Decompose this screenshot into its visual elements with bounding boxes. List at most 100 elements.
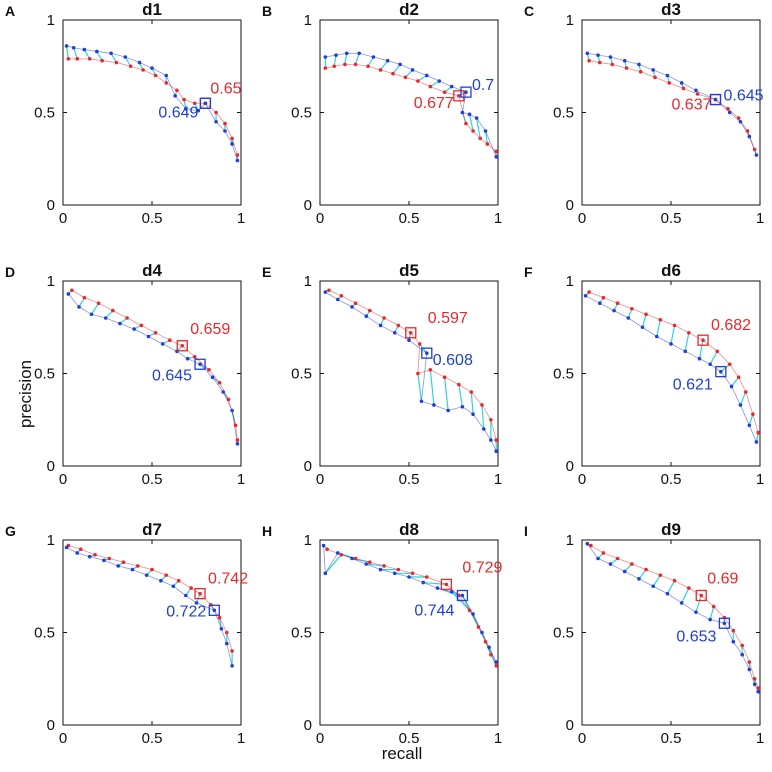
blue-point: [378, 323, 383, 328]
blue-point: [64, 545, 69, 550]
red-point: [70, 288, 74, 293]
red-series-line: [589, 60, 756, 150]
red-point: [175, 88, 179, 93]
red-point: [644, 312, 648, 317]
red-point: [111, 308, 115, 313]
y-tick-label: 1: [47, 12, 55, 29]
blue-point: [219, 627, 224, 631]
red-point: [233, 423, 238, 428]
y-tick-label: 0.5: [34, 105, 55, 122]
red-point: [378, 68, 383, 72]
connector-line: [470, 391, 474, 415]
blue-annotation-label: 0.722: [166, 603, 206, 620]
blue-point: [449, 590, 454, 594]
blue-point: [130, 567, 135, 572]
red-point: [752, 147, 757, 152]
red-point: [489, 417, 493, 422]
blue-point: [184, 593, 188, 598]
red-point: [121, 560, 126, 564]
y-tick-label: 1: [47, 273, 55, 290]
connector-line: [468, 114, 474, 132]
x-tick-label: 1: [756, 210, 764, 227]
red-point: [327, 288, 331, 293]
red-point: [230, 136, 234, 141]
red-point: [339, 553, 344, 557]
panel-title: d1: [142, 0, 162, 19]
blue-series-line: [325, 291, 497, 452]
red-point: [589, 543, 593, 548]
red-point: [217, 380, 222, 385]
red-point: [425, 575, 429, 579]
blue-point: [654, 334, 659, 339]
blue-point: [669, 342, 673, 346]
connector-line: [656, 319, 661, 337]
blue-point: [323, 55, 328, 59]
red-point: [638, 70, 643, 74]
blue-point: [132, 327, 136, 331]
blue-point: [235, 158, 240, 163]
blue-point: [336, 297, 340, 302]
x-tick-label: 1: [237, 210, 245, 227]
red-point: [93, 553, 97, 557]
red-point: [230, 649, 234, 653]
y-tick-label: 0.5: [553, 366, 574, 383]
red-point: [182, 97, 186, 102]
red-point: [494, 149, 499, 154]
blue-point: [398, 62, 402, 67]
blue-point: [109, 51, 113, 56]
blue-point: [350, 556, 354, 561]
blue-point: [460, 593, 465, 598]
red-marker-box: [405, 327, 417, 339]
blue-point: [116, 564, 120, 568]
red-point: [444, 582, 449, 587]
x-tick-label: 1: [756, 471, 764, 488]
y-tick-label: 0.5: [553, 625, 574, 642]
red-point: [681, 86, 686, 91]
red-point: [391, 71, 395, 76]
blue-marker-box: [456, 589, 469, 602]
red-point: [217, 615, 222, 620]
red-point: [457, 382, 461, 387]
blue-point: [471, 612, 475, 616]
x-tick-label: 0.5: [661, 210, 682, 227]
red-point: [711, 604, 716, 609]
red-series-line: [68, 545, 233, 652]
red-series-line: [328, 289, 497, 441]
blue-point: [75, 551, 80, 555]
y-tick-label: 1: [566, 273, 574, 290]
blue-point: [164, 73, 169, 78]
blue-point: [64, 44, 69, 48]
y-tick-label: 0: [304, 717, 312, 734]
red-point: [687, 586, 691, 590]
blue-point: [66, 292, 71, 296]
y-tick-label: 0: [566, 458, 574, 475]
connector-line: [641, 314, 647, 328]
x-tick-label: 0.5: [661, 730, 682, 747]
red-point: [114, 60, 119, 65]
red-point: [745, 129, 750, 133]
red-series-line: [588, 291, 759, 433]
panel-title: d3: [661, 0, 681, 19]
blue-marker-box: [709, 93, 722, 106]
red-point: [141, 68, 145, 72]
red-point: [368, 560, 372, 564]
blue-series-line: [587, 52, 757, 156]
blue-point: [230, 664, 234, 668]
panel-title: d2: [399, 0, 419, 19]
blue-point: [754, 440, 759, 444]
red-point: [587, 58, 591, 63]
red-point: [630, 562, 634, 566]
red-point: [478, 136, 483, 141]
blue-point: [679, 601, 684, 605]
y-tick-label: 1: [47, 532, 55, 549]
red-point: [624, 66, 629, 70]
blue-point: [747, 667, 752, 672]
red-point: [442, 90, 447, 94]
red-point: [223, 121, 227, 126]
red-point: [610, 62, 615, 67]
blue-annotation-label: 0.608: [433, 352, 473, 369]
connector-line: [739, 391, 747, 406]
blue-point: [77, 305, 81, 309]
red-point: [125, 316, 129, 320]
red-point: [410, 571, 415, 576]
